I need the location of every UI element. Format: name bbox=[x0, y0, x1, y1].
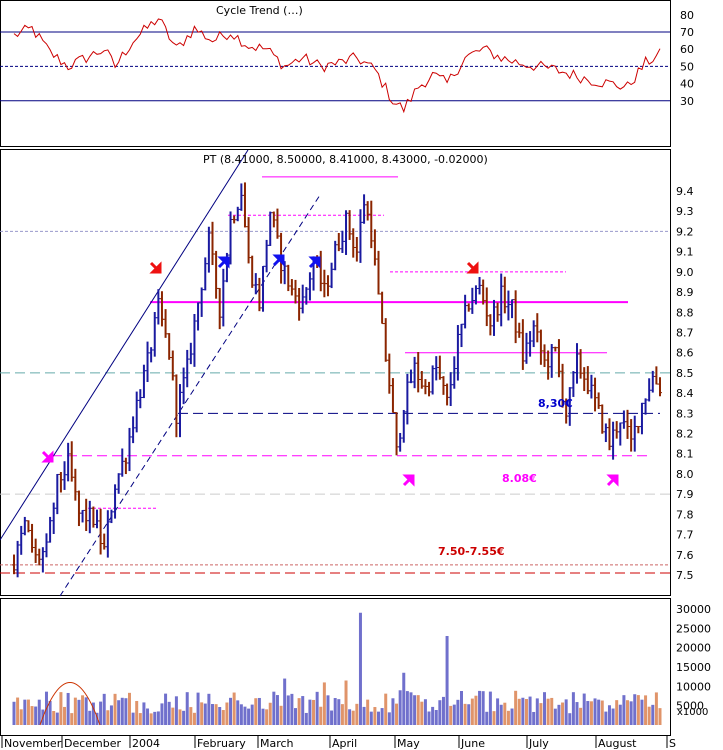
price-tick-label: 8.2 bbox=[676, 428, 694, 441]
price-tick-label: 7.9 bbox=[676, 488, 694, 501]
rsi-panel-frame bbox=[0, 0, 671, 147]
price-tick-label: 8.4 bbox=[676, 387, 694, 400]
volume-tick-label: 10000 bbox=[676, 680, 711, 693]
month-label: March bbox=[260, 737, 294, 750]
buy-arrow-icon bbox=[217, 256, 230, 269]
support-arrow-icon bbox=[402, 474, 415, 487]
volume-multiplier-label: x1000 bbox=[677, 707, 708, 718]
month-label: June bbox=[460, 737, 485, 750]
rsi-tick-label: 80 bbox=[680, 9, 694, 22]
support-750-label: 7.50-7.55€ bbox=[438, 545, 505, 558]
volume-tick-label: 30000 bbox=[676, 603, 711, 616]
volume-layer bbox=[12, 612, 662, 726]
price-tick-label: 8.6 bbox=[676, 347, 694, 360]
sell-arrow-icon bbox=[466, 261, 479, 274]
month-label: August bbox=[598, 737, 637, 750]
price-tick-label: 9.0 bbox=[676, 266, 694, 279]
price-tick-label: 8.0 bbox=[676, 468, 694, 481]
price-tick-label: 7.7 bbox=[676, 529, 694, 542]
price-tick-label: 9.3 bbox=[676, 205, 694, 218]
price-tick-label: 9.4 bbox=[676, 185, 694, 198]
cycle-arc bbox=[39, 682, 101, 726]
month-label: April bbox=[332, 737, 357, 750]
support-830-label: 8,30€ bbox=[538, 397, 573, 410]
month-label: 2004 bbox=[132, 737, 160, 750]
volume-tick-label: 15000 bbox=[676, 661, 711, 674]
buy-arrow-icon bbox=[272, 254, 285, 267]
volume-tick-label: 20000 bbox=[676, 642, 711, 655]
axis-layer: 30 40 50 60 70 80 7.5 7.6 7.7 7.8 7.9 8.0 8.1 8.2 8.3 8… bbox=[1, 9, 711, 750]
support-arrow-icon bbox=[41, 450, 54, 463]
month-label: May bbox=[397, 737, 420, 750]
trend-channel-upper bbox=[0, 149, 249, 541]
volume-tick-label: 25000 bbox=[676, 622, 711, 635]
rsi-tick-label: 30 bbox=[680, 95, 694, 108]
price-tick-label: 8.7 bbox=[676, 326, 694, 339]
rsi-line bbox=[13, 18, 661, 114]
price-tick-label: 8.9 bbox=[676, 286, 694, 299]
price-tick-label: 8.8 bbox=[676, 306, 694, 319]
rsi-layer bbox=[0, 18, 670, 114]
buy-arrow-icon bbox=[308, 256, 321, 269]
month-label: November bbox=[4, 737, 62, 750]
annotation-layer bbox=[41, 254, 619, 487]
rsi-tick-label: 60 bbox=[680, 43, 694, 56]
support-808-label: 8.08€ bbox=[502, 472, 537, 485]
price-tick-label: 8.3 bbox=[676, 407, 694, 420]
price-tick-label: 7.5 bbox=[676, 569, 694, 582]
sell-arrow-icon bbox=[149, 261, 162, 274]
price-tick-label: 8.1 bbox=[676, 448, 694, 461]
support-arrow-icon bbox=[606, 474, 619, 487]
price-tick-label: 9.2 bbox=[676, 225, 694, 238]
price-panel-title: PT (8.41000, 8.50000, 8.41000, 8.43000, … bbox=[203, 153, 488, 166]
month-label: July bbox=[528, 737, 549, 750]
month-label: S bbox=[669, 737, 676, 750]
price-tick-label: 7.6 bbox=[676, 549, 694, 562]
price-tick-label: 8.5 bbox=[676, 367, 694, 380]
rsi-panel-title: Cycle Trend (…) bbox=[216, 4, 303, 17]
price-layer bbox=[0, 149, 670, 597]
price-tick-label: 9.1 bbox=[676, 246, 694, 259]
rsi-tick-label: 50 bbox=[680, 60, 694, 73]
rsi-tick-label: 70 bbox=[680, 26, 694, 39]
price-tick-label: 7.8 bbox=[676, 508, 694, 521]
month-label: February bbox=[197, 737, 246, 750]
volume-tick-label: 5000 bbox=[676, 700, 704, 713]
month-label: December bbox=[64, 737, 122, 750]
rsi-tick-label: 40 bbox=[680, 78, 694, 91]
